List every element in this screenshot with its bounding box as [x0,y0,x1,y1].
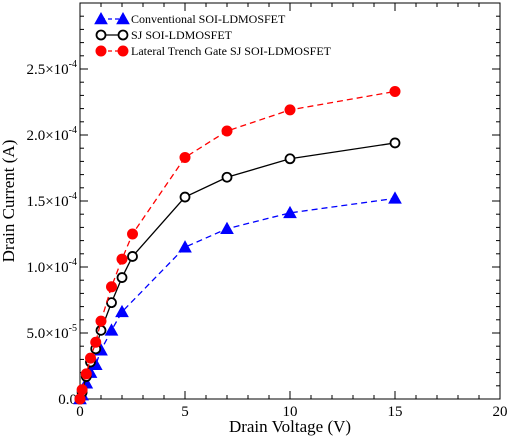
legend-marker [117,29,129,41]
data-point [221,125,233,137]
y-tick-label: 2.0×10-4 [26,125,77,144]
x-tick-label: 15 [388,404,403,420]
y-axis-label: Drain Current (A) [0,140,18,263]
legend-marker [116,11,130,25]
legend-marker [94,11,108,25]
data-point [389,85,401,97]
plot-frame [79,2,501,400]
legend-entry: Lateral Trench Gate SJ SOI-LDMOSFET [95,44,332,58]
y-tick-label: 2.5×10-4 [26,59,77,78]
legend: Conventional SOI-LDMOSFET SJ SOI-LDMOSFET… [94,11,332,58]
series-2 [74,85,401,405]
y-tick-label: 1.0×10-4 [26,257,77,276]
data-point [283,205,297,219]
series-layer [73,85,402,405]
data-point [80,368,92,380]
data-point [85,352,96,364]
legend-marker [117,45,129,57]
data-point [284,104,296,116]
data-point [95,324,107,336]
data-point [116,272,128,283]
plot-border [79,2,501,400]
data-point [115,304,129,318]
data-point [179,151,191,163]
series-line [79,90,396,400]
legend-marker [95,29,107,41]
x-tick-label: 0 [76,404,84,420]
axis-ticks [79,3,501,400]
series-line [79,197,396,400]
legend-label: SJ SOI-LDMOSFET [131,28,233,42]
data-point [389,137,401,149]
data-point [127,251,138,262]
data-point [221,171,233,183]
data-point [179,191,191,203]
y-tick-label: 5.0×10-5 [26,323,77,342]
data-point [104,323,119,336]
data-point [76,384,88,396]
data-point [127,228,138,240]
tick-labels: 0 5 10 15 20 0.0 5.0×10-5 1.0×10-4 1.5×10-4 2.0×1… [26,59,507,420]
series-line [79,142,396,400]
data-point [178,240,192,253]
legend-entry: SJ SOI-LDMOSFET [95,28,233,42]
legend-label: Lateral Trench Gate SJ SOI-LDMOSFET [131,44,332,58]
y-tick-label: 1.5×10-4 [26,191,77,210]
x-axis-label: Drain Voltage (V) [229,417,351,436]
data-point [388,191,402,204]
data-point [220,221,234,235]
y-tick-label: 0.0 [58,392,77,408]
data-point [74,393,86,405]
x-tick-label: 20 [493,404,508,420]
x-tick-label: 5 [181,404,189,420]
x-tick-label: 10 [283,404,298,420]
legend-entry: Conventional SOI-LDMOSFET [94,11,286,26]
legend-label: Conventional SOI-LDMOSFET [131,12,286,26]
series-0 [73,191,402,405]
data-point [95,315,107,327]
legend-marker [95,45,107,57]
data-point [90,336,102,348]
data-point [116,253,128,265]
series-1 [74,137,401,405]
data-point [106,281,117,293]
data-point [106,297,117,309]
data-point [284,153,296,165]
